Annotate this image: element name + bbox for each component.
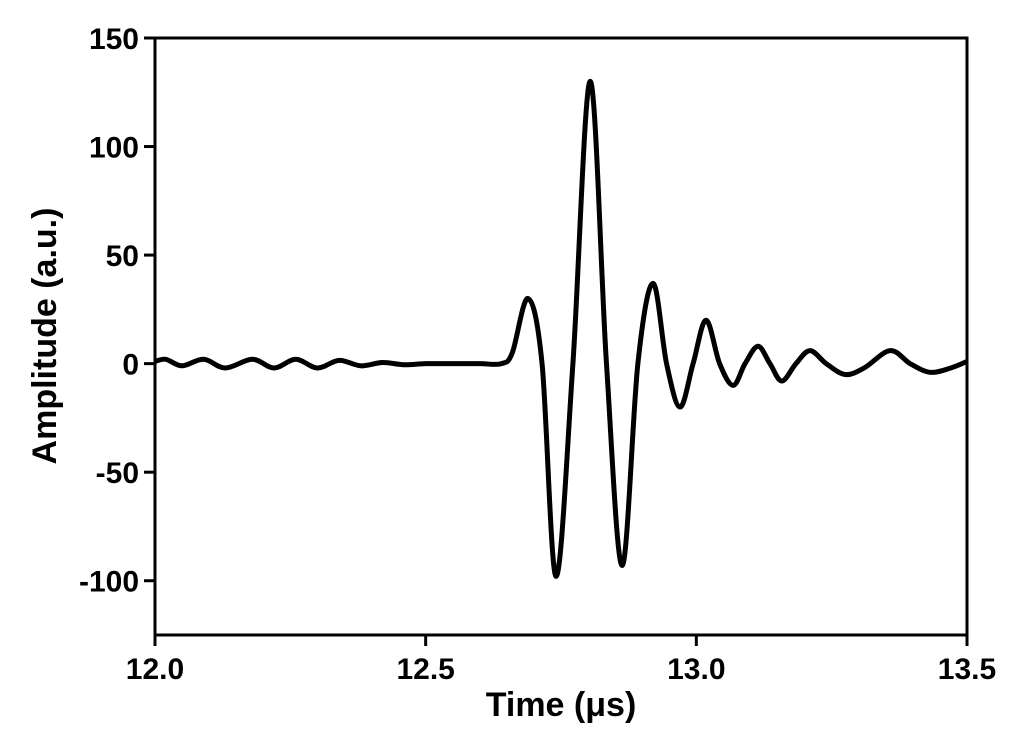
x-tick-label: 13.5 bbox=[938, 653, 996, 686]
y-tick-label: 50 bbox=[106, 240, 139, 273]
plot-frame bbox=[153, 36, 969, 637]
y-axis-label: Amplitude (a.u.) bbox=[26, 208, 64, 465]
y-tick-label: 100 bbox=[89, 132, 139, 165]
y-tick-label: -50 bbox=[96, 457, 139, 490]
y-tick-label: 0 bbox=[122, 349, 139, 382]
line bbox=[154, 78, 968, 579]
y-tick-label: 150 bbox=[89, 23, 139, 56]
x-axis-label: Time (μs) bbox=[486, 686, 637, 724]
y-tick-label: -100 bbox=[79, 566, 139, 599]
x-tick-label: 12.0 bbox=[126, 653, 184, 686]
x-tick-label: 13.0 bbox=[667, 653, 725, 686]
x-tick-label: 12.5 bbox=[396, 653, 454, 686]
